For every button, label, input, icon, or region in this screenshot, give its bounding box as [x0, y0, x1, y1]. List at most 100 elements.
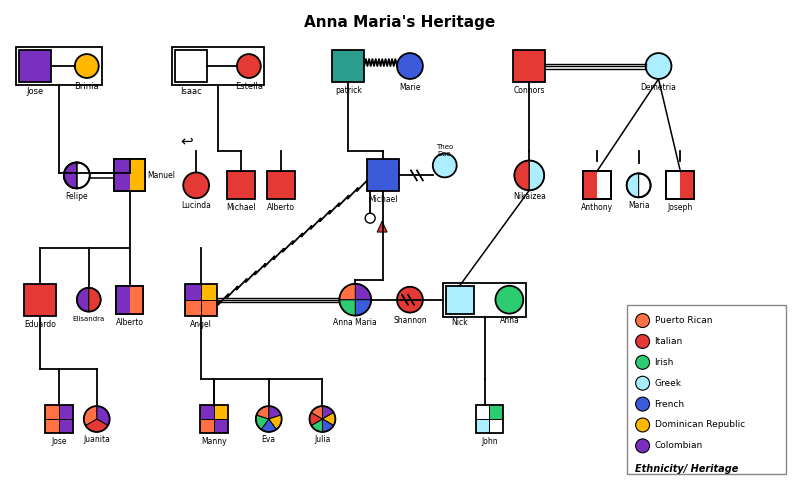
Circle shape [64, 163, 90, 188]
Text: Jose: Jose [51, 437, 66, 446]
Bar [59, 405, 73, 419]
Bar [583, 172, 610, 199]
Circle shape [636, 376, 650, 390]
Text: Joseph: Joseph [668, 203, 693, 212]
Bar [475, 405, 503, 433]
Wedge shape [514, 161, 530, 190]
Wedge shape [339, 300, 355, 316]
Text: Estella: Estella [235, 82, 263, 91]
Text: Puerto Rican: Puerto Rican [654, 316, 712, 325]
Text: ↩: ↩ [180, 134, 193, 148]
Text: Felipe: Felipe [66, 192, 88, 201]
Circle shape [397, 287, 423, 313]
Bar [214, 405, 228, 419]
Text: Ethnicity/ Heritage: Ethnicity/ Heritage [634, 464, 738, 474]
Circle shape [183, 172, 209, 198]
Circle shape [75, 54, 98, 78]
Wedge shape [355, 300, 371, 316]
Text: Julia: Julia [314, 435, 330, 444]
Wedge shape [64, 163, 77, 188]
Circle shape [433, 153, 457, 177]
Bar [666, 172, 694, 199]
Text: Theo: Theo [436, 144, 454, 149]
Text: Alberto: Alberto [115, 318, 143, 327]
Bar [200, 405, 214, 419]
Bar [490, 419, 503, 433]
Bar [442, 283, 526, 317]
Wedge shape [86, 419, 108, 432]
Text: Dominican Republic: Dominican Republic [654, 420, 745, 429]
Wedge shape [530, 161, 544, 190]
Bar [24, 284, 56, 316]
Text: Anna Maria: Anna Maria [334, 318, 377, 327]
Bar [367, 159, 399, 191]
Bar [186, 284, 217, 316]
Text: Nick: Nick [451, 318, 468, 327]
Bar [332, 50, 364, 82]
Circle shape [636, 335, 650, 348]
Bar [16, 47, 102, 85]
Text: Lucinda: Lucinda [182, 201, 211, 210]
Wedge shape [339, 284, 355, 300]
Wedge shape [77, 288, 89, 312]
Bar [266, 172, 294, 199]
Text: Manny: Manny [202, 437, 227, 446]
Bar [175, 50, 207, 82]
Text: Greek: Greek [654, 379, 682, 388]
Bar [201, 300, 217, 316]
Bar [186, 300, 201, 316]
Wedge shape [97, 406, 110, 425]
Bar [116, 286, 130, 314]
Circle shape [636, 355, 650, 369]
Text: Nikaizea: Nikaizea [513, 192, 546, 201]
Circle shape [636, 418, 650, 432]
Bar [186, 284, 201, 300]
Circle shape [636, 439, 650, 453]
Bar [19, 50, 51, 82]
Bar [114, 159, 146, 191]
Wedge shape [269, 415, 282, 429]
Bar [583, 172, 610, 199]
Bar [514, 50, 545, 82]
Bar [446, 286, 474, 314]
Text: Angel: Angel [190, 319, 212, 329]
Text: Elisandra: Elisandra [73, 316, 105, 321]
Bar [59, 419, 73, 433]
Text: Anna: Anna [499, 316, 519, 324]
Bar [116, 286, 143, 314]
Bar [45, 405, 73, 433]
Wedge shape [269, 406, 281, 419]
Text: patrick: patrick [335, 86, 362, 95]
Bar [116, 286, 143, 314]
Circle shape [636, 397, 650, 411]
Bar [200, 405, 228, 433]
Text: Irish: Irish [654, 358, 674, 367]
Text: Isaac: Isaac [180, 87, 202, 96]
Wedge shape [322, 413, 335, 425]
Bar [45, 405, 59, 419]
Bar [45, 419, 59, 433]
Text: Juanita: Juanita [83, 435, 110, 444]
Text: Dao: Dao [438, 150, 452, 156]
Text: Brinia: Brinia [74, 82, 99, 91]
Text: Connors: Connors [514, 86, 545, 95]
Wedge shape [261, 419, 276, 432]
Bar [227, 172, 255, 199]
Text: Eva: Eva [262, 435, 276, 444]
Bar [130, 159, 146, 191]
Circle shape [626, 173, 650, 197]
Bar [490, 405, 503, 419]
Circle shape [237, 54, 261, 78]
Wedge shape [322, 406, 334, 419]
Wedge shape [257, 406, 269, 419]
Circle shape [397, 53, 423, 79]
Text: Anthony: Anthony [581, 203, 613, 212]
Bar [681, 172, 694, 199]
Text: Eduardo: Eduardo [24, 319, 56, 329]
Text: Jose: Jose [26, 87, 44, 96]
Bar [666, 172, 694, 199]
Bar [200, 419, 214, 433]
Bar [172, 47, 264, 85]
Wedge shape [311, 406, 322, 419]
Bar [130, 286, 143, 314]
